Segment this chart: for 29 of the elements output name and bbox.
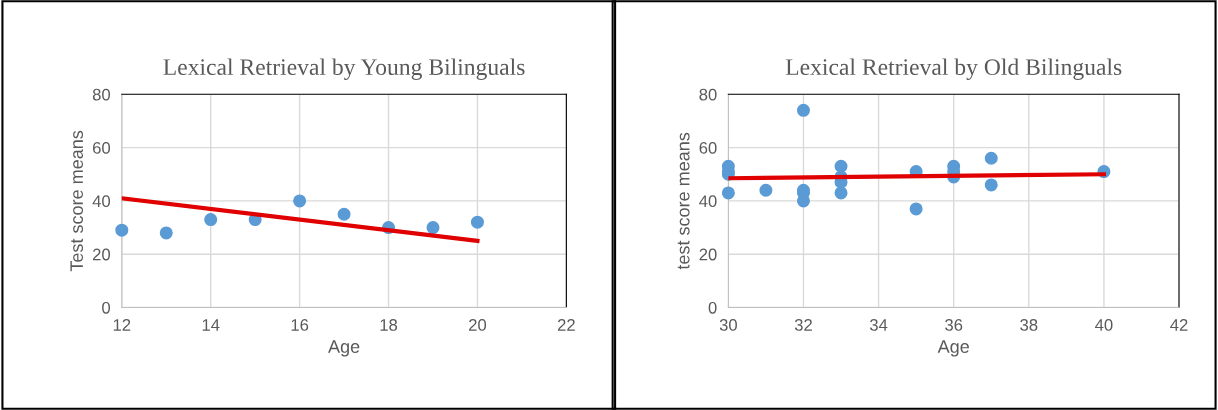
y-tick-label: 40 bbox=[699, 195, 717, 208]
x-tick-label: 30 bbox=[719, 319, 737, 331]
x-axis-title: Age bbox=[937, 340, 969, 357]
y-tick-label: 20 bbox=[92, 248, 111, 261]
x-tick-label: 42 bbox=[1170, 319, 1188, 331]
y-tick-label: 40 bbox=[92, 195, 111, 208]
x-tick-label: 34 bbox=[869, 319, 888, 331]
x-tick-label: 32 bbox=[794, 319, 812, 331]
chart-title: Lexical Retrieval by Old Bilinguals bbox=[785, 58, 1122, 80]
y-tick-label: 0 bbox=[102, 301, 111, 314]
x-tick-label: 16 bbox=[291, 319, 309, 331]
y-tick-label: 0 bbox=[708, 301, 717, 314]
y-axis-title: test score means bbox=[677, 132, 690, 270]
y-tick-label: 60 bbox=[93, 142, 111, 154]
x-tick-label: 18 bbox=[380, 319, 398, 331]
x-tick-label: 12 bbox=[113, 319, 131, 331]
y-axis-title: Test score means bbox=[70, 130, 84, 272]
x-tick-label: 20 bbox=[469, 319, 487, 331]
x-tick-label: 14 bbox=[202, 319, 220, 331]
x-tick-label: 38 bbox=[1020, 319, 1038, 331]
x-tick-label: 40 bbox=[1095, 319, 1113, 331]
y-tick-label: 80 bbox=[699, 88, 717, 101]
chart-title: Lexical Retrieval by Young Bilinguals bbox=[163, 58, 525, 80]
x-axis-title: Age bbox=[328, 340, 360, 357]
x-tick-label: 22 bbox=[557, 319, 575, 331]
y-tick-label: 20 bbox=[699, 248, 717, 261]
y-tick-label: 80 bbox=[92, 88, 111, 101]
y-tick-label: 60 bbox=[699, 142, 717, 154]
x-tick-label: 36 bbox=[945, 319, 963, 331]
